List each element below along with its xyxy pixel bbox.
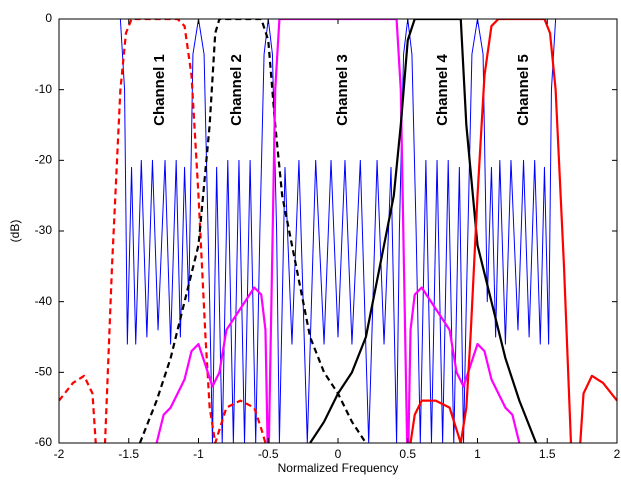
- channel-label: Channel 1: [151, 54, 168, 126]
- y-tick-label: -20: [35, 153, 53, 167]
- series-line: [409, 19, 617, 443]
- y-tick-label: -40: [35, 294, 53, 308]
- x-axis-label: Normalized Frequency: [278, 461, 399, 475]
- y-tick-label: -60: [35, 435, 53, 449]
- channel-label: Channel 2: [228, 54, 245, 126]
- series-line: [138, 19, 367, 443]
- series-line: [309, 19, 538, 443]
- y-tick-label: 0: [45, 11, 52, 25]
- x-tick-label: 1: [474, 447, 481, 461]
- series-line: [59, 19, 617, 443]
- series-line: [155, 19, 521, 443]
- x-tick-label: -1: [193, 447, 204, 461]
- plot-area: [59, 19, 617, 443]
- series-line: [59, 19, 267, 443]
- y-tick-label: -10: [35, 82, 53, 96]
- x-tick-label: -2: [54, 447, 65, 461]
- y-axis-label: (dB): [8, 220, 22, 243]
- x-tick-label: 0.5: [399, 447, 416, 461]
- y-tick-label: -30: [35, 223, 53, 237]
- channel-label: Channel 4: [434, 54, 451, 126]
- y-tick-label: -50: [35, 365, 53, 379]
- x-tick-label: -1.5: [118, 447, 139, 461]
- channel-label: Channel 5: [515, 54, 532, 126]
- x-tick-label: 1.5: [539, 447, 556, 461]
- x-tick-label: 0: [335, 447, 342, 461]
- x-tick-label: 2: [614, 447, 621, 461]
- channel-label: Channel 3: [334, 54, 351, 126]
- x-tick-label: -0.5: [258, 447, 279, 461]
